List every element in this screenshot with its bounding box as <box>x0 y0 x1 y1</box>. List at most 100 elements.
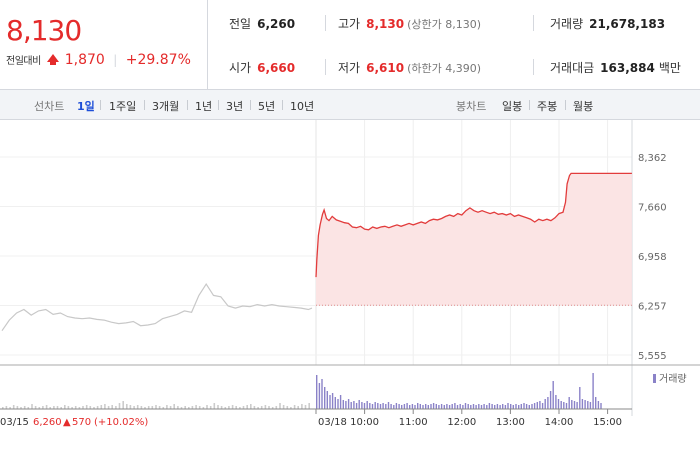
volume-bar-prev <box>239 407 241 409</box>
volume-bar-prev <box>173 404 175 409</box>
period-10-years[interactable]: 10년 <box>290 100 315 113</box>
volume-bar-today <box>363 403 366 409</box>
x-tick-label: 11:00 <box>399 417 428 428</box>
period-1-week[interactable]: 1주일 <box>109 100 137 113</box>
line-chart-title: 선차트 <box>34 100 65 113</box>
prev-date-label: 03/15 <box>0 417 29 428</box>
volume-bar-today <box>316 375 318 409</box>
volume-bar-today <box>462 405 464 409</box>
volume-bar-today <box>520 404 522 409</box>
volume-bar-prev <box>12 405 15 409</box>
volume-bar-today <box>565 403 568 409</box>
volume-bar-prev <box>155 405 157 409</box>
volume-bar-prev <box>158 406 161 409</box>
upper-limit: (상한가 8,130) <box>407 18 481 31</box>
stat-amount: 거래대금 163,884 백만 <box>550 59 681 76</box>
volume-bar-prev <box>45 405 48 409</box>
volume-bar-prev <box>213 403 216 409</box>
volume-bar-prev <box>282 405 285 409</box>
volume-bar-prev <box>85 405 88 409</box>
volume-bar-today <box>470 405 472 409</box>
volume-bar-today <box>435 404 437 409</box>
volume-bar-prev <box>209 406 212 409</box>
volume-bar-prev <box>27 407 30 409</box>
change-separator: | <box>113 53 118 67</box>
volume-bar-prev <box>67 406 70 409</box>
candle-monthly[interactable]: 월봉 <box>573 100 594 113</box>
volume-bar-prev <box>268 406 270 409</box>
volume-bar-today <box>515 404 517 409</box>
period-5-years[interactable]: 5년 <box>258 100 276 113</box>
stat-value: 21,678,183 <box>589 17 666 31</box>
volume-bar-prev <box>107 406 110 409</box>
volume-bar-today <box>549 391 552 409</box>
volume-bar-prev <box>118 403 121 409</box>
volume-bar-prev <box>82 406 84 409</box>
period-1-day[interactable]: 1일 <box>77 100 95 113</box>
volume-bar-prev <box>308 403 310 409</box>
volume-bar-prev <box>290 407 292 409</box>
change-line: 전일대비 1,870 | +29.87% <box>6 52 191 68</box>
volume-bar-prev <box>301 404 303 409</box>
volume-bar-today <box>448 405 451 409</box>
period-1-year[interactable]: 1년 <box>195 100 213 113</box>
volume-bar-prev <box>100 405 103 409</box>
volume-bar-prev <box>38 407 41 409</box>
stat-open: 시가 6,660 <box>229 59 295 76</box>
stat-label: 거래량 <box>550 17 584 31</box>
stat-unit: 백만 <box>658 61 681 75</box>
volume-bar-today <box>475 405 477 409</box>
volume-bar-today <box>560 401 562 409</box>
period-3-months[interactable]: 3개월 <box>152 100 180 113</box>
volume-bar-today <box>324 387 326 409</box>
volume-bar-today <box>541 403 544 409</box>
volume-bar-today <box>518 405 520 409</box>
volume-bar-prev <box>2 407 4 409</box>
y-axis: 8,362 7,660 6,958 6,257 5,555 <box>638 153 667 362</box>
volume-bar-today <box>584 400 586 409</box>
stat-value: 6,260 <box>257 17 296 31</box>
period-bar: 선차트 1일 1주일 3개월 1년 3년 5년 10년 봉차트 일봉 주봉 월봉 <box>0 90 700 120</box>
volume-bar-today <box>337 399 339 409</box>
volume-bar-today <box>422 405 424 409</box>
volume-bar-today <box>581 399 584 409</box>
volume-bar-today <box>523 403 525 409</box>
volume-bar-prev <box>188 407 190 409</box>
volume-bar-today <box>419 404 421 409</box>
volume-bar-prev <box>129 405 132 409</box>
volume-bar-today <box>483 404 485 409</box>
volume-bar-today <box>395 403 398 409</box>
volume-bar-today <box>321 379 323 409</box>
legend-swatch <box>653 374 656 383</box>
stat-label: 거래대금 <box>550 61 595 75</box>
volume-bar-today <box>589 402 592 409</box>
volume-bar-prev <box>257 407 259 409</box>
period-3-years[interactable]: 3년 <box>226 100 244 113</box>
x-tick-label: 14:00 <box>545 417 574 428</box>
stat-low: 저가 6,610 (하한가 4,390) <box>338 59 481 76</box>
volume-bar-today <box>430 404 432 409</box>
volume-bar-prev <box>74 406 77 409</box>
candle-daily[interactable]: 일봉 <box>502 100 523 113</box>
volume-bar-prev <box>111 405 113 409</box>
stat-high: 고가 8,130 (상한가 8,130) <box>338 15 481 32</box>
volume-bar-today <box>595 397 597 409</box>
volume-bar-today <box>398 404 400 409</box>
volume-bar-today <box>512 405 514 409</box>
volume-bar-today <box>491 404 493 409</box>
volume-bar-today <box>480 405 483 409</box>
up-arrow-icon <box>47 54 60 65</box>
volume-bar-prev <box>64 405 66 409</box>
x-axis: 03/15 6,260 ▲ 570 (+10.02%) 03/18 10:00 11:00 12… <box>0 409 622 428</box>
candle-weekly[interactable]: 주봉 <box>537 100 558 113</box>
volume-bar-today <box>414 405 416 409</box>
volume-bar-today <box>329 395 331 409</box>
price-chart[interactable]: 8,362 7,660 6,958 6,257 5,555 03/15 6,260 ▲ 570… <box>0 120 700 450</box>
prev-up-icon: ▲ <box>63 417 71 428</box>
volume-bar-prev <box>202 407 205 409</box>
volume-bar-today <box>427 405 429 409</box>
lower-limit: (하한가 4,390) <box>407 62 481 75</box>
volume-bar-today <box>331 393 334 409</box>
volume-bar-today <box>361 402 363 409</box>
volume-bar-today <box>438 405 440 409</box>
